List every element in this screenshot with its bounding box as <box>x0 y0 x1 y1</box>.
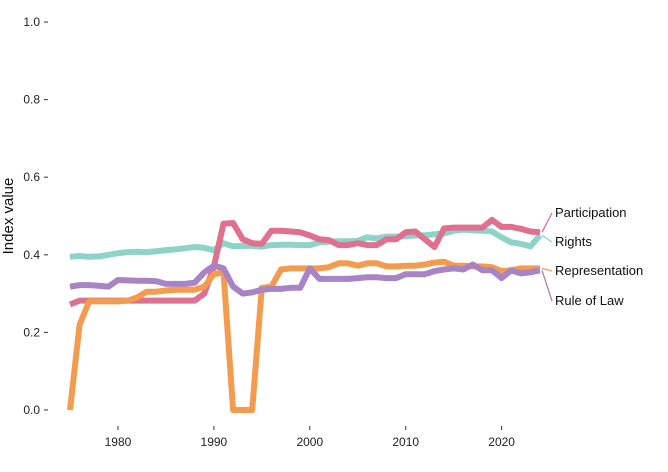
y-tick-label: 0.6 <box>23 170 40 184</box>
series-line-participation <box>68 216 541 308</box>
y-tick-label: 0.2 <box>23 325 40 339</box>
label-connector-rights <box>541 234 553 243</box>
y-tick-label: 0.4 <box>23 248 40 262</box>
x-tick-label: 2010 <box>392 435 419 449</box>
y-tick-label: 1.0 <box>23 15 40 29</box>
label-connector-representation <box>541 267 553 272</box>
series-label-rule-of-law: Rule of Law <box>555 293 624 308</box>
x-tick-label: 1980 <box>105 435 132 449</box>
series-labels: Rights Participation Representation Rule of… <box>541 205 643 308</box>
series-label-representation: Representation <box>555 263 643 278</box>
y-tick-label: 0.8 <box>23 93 40 107</box>
y-tick-label: 0.0 <box>23 403 40 417</box>
label-connector-participation <box>541 212 553 233</box>
series-label-participation: Participation <box>555 205 627 220</box>
label-connector-rule-of-law <box>541 270 553 302</box>
x-axis: 1980 1990 2000 2010 2020 <box>105 426 515 449</box>
x-tick-label: 1990 <box>201 435 228 449</box>
y-axis-title: Index value <box>0 178 17 255</box>
x-tick-label: 2020 <box>488 435 515 449</box>
series-lines <box>67 216 543 413</box>
series-line-representation <box>67 258 540 413</box>
series-label-rights: Rights <box>555 234 592 249</box>
y-axis: 0.0 0.2 0.4 0.6 0.8 1.0 <box>23 15 48 417</box>
series-line-rule-of-law <box>69 261 541 297</box>
x-tick-label: 2000 <box>296 435 323 449</box>
